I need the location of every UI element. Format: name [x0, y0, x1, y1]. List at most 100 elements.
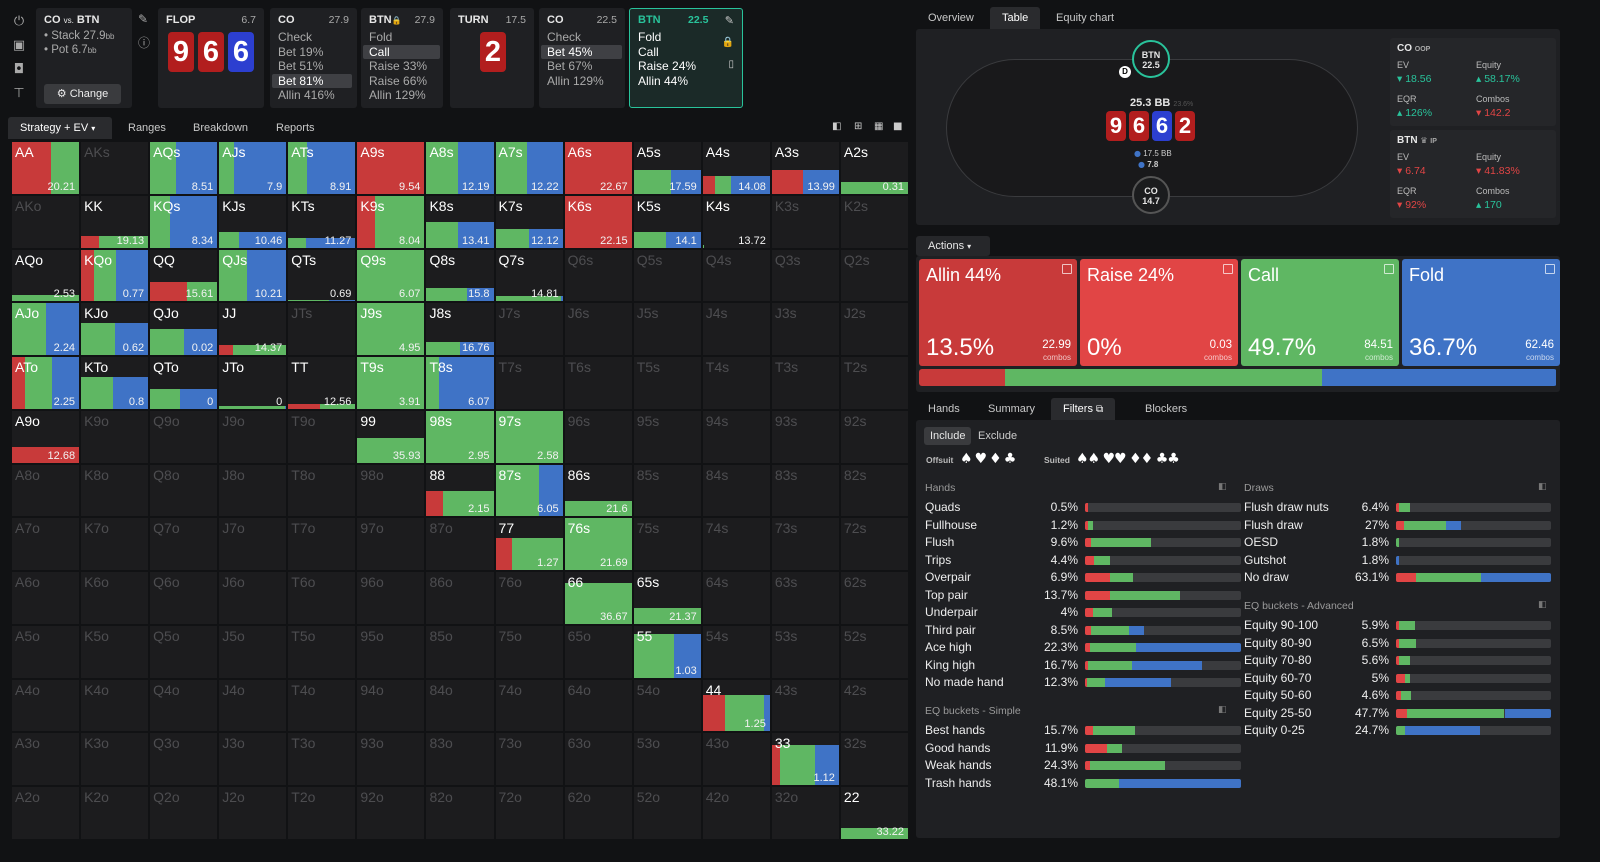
- filter-row[interactable]: King high 16.7%: [925, 657, 1241, 674]
- action-line[interactable]: Allin 129%: [547, 73, 604, 88]
- filter-row[interactable]: Gutshot 1.8%: [1244, 552, 1551, 569]
- action-line[interactable]: Check: [278, 30, 313, 44]
- hand-cell[interactable]: 33 1.12: [770, 732, 840, 787]
- hand-cell[interactable]: K7s 12.12: [494, 194, 564, 249]
- hand-cell[interactable]: T6o: [287, 571, 357, 625]
- hand-cell[interactable]: 52s: [839, 624, 909, 679]
- hand-cell[interactable]: 93o: [356, 732, 426, 787]
- hand-cell[interactable]: 65o: [563, 624, 633, 679]
- expand-icon[interactable]: [1223, 264, 1233, 274]
- hand-cell[interactable]: J9o: [218, 409, 288, 464]
- hand-cell[interactable]: 54s: [701, 624, 771, 679]
- hand-cell[interactable]: QJo 0.02: [149, 302, 219, 357]
- hand-cell[interactable]: 88 2.15: [425, 463, 495, 518]
- hand-cell[interactable]: Q4o: [149, 678, 219, 733]
- filter-row[interactable]: Equity 80-90 6.5%: [1244, 635, 1551, 652]
- hand-cell[interactable]: Q4s: [701, 248, 771, 303]
- hand-cell[interactable]: A8s 12.19: [425, 141, 495, 195]
- hand-cell[interactable]: 82s: [839, 463, 909, 518]
- tab-strategy-ev[interactable]: Strategy + EV ▾: [8, 117, 112, 139]
- hand-cell[interactable]: T2s: [839, 356, 909, 410]
- hand-cell[interactable]: K5s 14.1: [632, 194, 702, 249]
- filter-row[interactable]: Third pair 8.5%: [925, 622, 1241, 639]
- hand-cell[interactable]: J8o: [218, 463, 288, 518]
- filter-row[interactable]: Equity 60-70 5%: [1244, 670, 1551, 687]
- hand-cell[interactable]: 64s: [701, 571, 771, 625]
- hand-cell[interactable]: 72s: [839, 517, 909, 572]
- hand-cell[interactable]: 98s 2.95: [425, 409, 495, 464]
- tab-blockers[interactable]: Blockers: [1145, 403, 1188, 415]
- btn-active-panel[interactable]: BTN 22.5 Fold Call Raise 24% Allin 44% ✎ 🔒 …: [629, 8, 743, 108]
- hand-cell[interactable]: Q2s: [839, 248, 909, 303]
- hand-cell[interactable]: 76o: [494, 571, 564, 625]
- hand-cell[interactable]: 53o: [632, 732, 702, 787]
- hand-cell[interactable]: T2o: [287, 786, 357, 840]
- layout-icon-1[interactable]: ◧: [832, 121, 842, 132]
- filter-row[interactable]: No draw 63.1%: [1244, 569, 1551, 586]
- include-button[interactable]: Include: [924, 427, 972, 445]
- hand-cell[interactable]: T9o: [287, 409, 357, 464]
- hand-cell[interactable]: AJs 7.9: [218, 141, 288, 195]
- hand-cell[interactable]: K5o: [80, 624, 150, 679]
- hand-cell[interactable]: 73s: [770, 517, 840, 572]
- hand-cell[interactable]: A4o: [11, 678, 81, 733]
- hand-cell[interactable]: KTo 0.8: [80, 356, 150, 410]
- hand-cell[interactable]: 55 1.03: [632, 624, 702, 679]
- hand-cell[interactable]: Q6o: [149, 571, 219, 625]
- hand-cell[interactable]: 87o: [425, 517, 495, 572]
- filter-row[interactable]: Overpair 6.9%: [925, 569, 1241, 586]
- hand-cell[interactable]: A5s 17.59: [632, 141, 702, 195]
- hand-cell[interactable]: AKo: [11, 194, 81, 249]
- action-line[interactable]: Call: [363, 44, 440, 59]
- filter-row[interactable]: Flush draw 27%: [1244, 517, 1551, 534]
- hand-cell[interactable]: ATo 2.25: [11, 356, 81, 410]
- hand-cell[interactable]: KJo 0.62: [80, 302, 150, 357]
- hand-cell[interactable]: T3o: [287, 732, 357, 787]
- hand-cell[interactable]: Q6s: [563, 248, 633, 303]
- filter-row[interactable]: Fullhouse 1.2%: [925, 517, 1241, 534]
- action-line[interactable]: Bet 19%: [278, 44, 324, 59]
- action-line[interactable]: Bet 67%: [547, 59, 593, 73]
- save-icon[interactable]: ▣: [12, 38, 26, 53]
- hand-cell[interactable]: 52o: [632, 786, 702, 840]
- hand-cell[interactable]: 63s: [770, 571, 840, 625]
- hand-cell[interactable]: K3o: [80, 732, 150, 787]
- turn-panel[interactable]: TURN 17.5 2: [450, 8, 534, 108]
- filter-row[interactable]: Flush draw nuts 6.4%: [1244, 499, 1551, 516]
- hand-cell[interactable]: A5o: [11, 624, 81, 679]
- hand-cell[interactable]: J2o: [218, 786, 288, 840]
- hand-cell[interactable]: KQo 0.77: [80, 248, 150, 303]
- hand-cell[interactable]: 42o: [701, 786, 771, 840]
- hand-cell[interactable]: 32o: [770, 786, 840, 840]
- hand-cell[interactable]: J7s: [494, 302, 564, 357]
- hand-cell[interactable]: K8s 13.41: [425, 194, 495, 249]
- heart-pair-icon[interactable]: ♥♥: [1102, 451, 1127, 467]
- hand-cell[interactable]: T5o: [287, 624, 357, 679]
- hand-cell[interactable]: JTs: [287, 302, 357, 357]
- hand-cell[interactable]: Q9s 6.07: [356, 248, 426, 303]
- tab-reports[interactable]: Reports: [276, 122, 315, 134]
- hand-cell[interactable]: QTs 0.69: [287, 248, 357, 303]
- expand-icon[interactable]: [1384, 264, 1394, 274]
- hand-cell[interactable]: 93s: [770, 409, 840, 464]
- hand-cell[interactable]: KJs 10.46: [218, 194, 288, 249]
- hand-cell[interactable]: K6s 22.15: [563, 194, 633, 249]
- filter-row[interactable]: Equity 90-100 5.9%: [1244, 617, 1551, 634]
- hand-cell[interactable]: J4o: [218, 678, 288, 733]
- action-line[interactable]: Bet 51%: [278, 59, 324, 73]
- hand-cell[interactable]: J4s: [701, 302, 771, 357]
- hand-cell[interactable]: 98o: [356, 463, 426, 518]
- spade-pair-icon[interactable]: ♠♠: [1076, 451, 1100, 467]
- hand-cell[interactable]: 87s 6.05: [494, 463, 564, 518]
- filter-row[interactable]: Ace high 22.3%: [925, 639, 1241, 656]
- hand-cell[interactable]: J9s 4.95: [356, 302, 426, 357]
- filter-row[interactable]: Top pair 13.7%: [925, 587, 1241, 604]
- hand-cell[interactable]: Q8s 15.8: [425, 248, 495, 303]
- controller-icon[interactable]: ◘: [13, 62, 25, 77]
- heart-icon[interactable]: ♥: [974, 451, 990, 467]
- diamond-pair-icon[interactable]: ♦♦: [1129, 451, 1153, 467]
- hand-cell[interactable]: 54o: [632, 678, 702, 733]
- hand-cell[interactable]: A4s 14.08: [701, 141, 771, 195]
- hand-cell[interactable]: 94s: [701, 409, 771, 464]
- action-line[interactable]: Raise 33%: [369, 59, 428, 73]
